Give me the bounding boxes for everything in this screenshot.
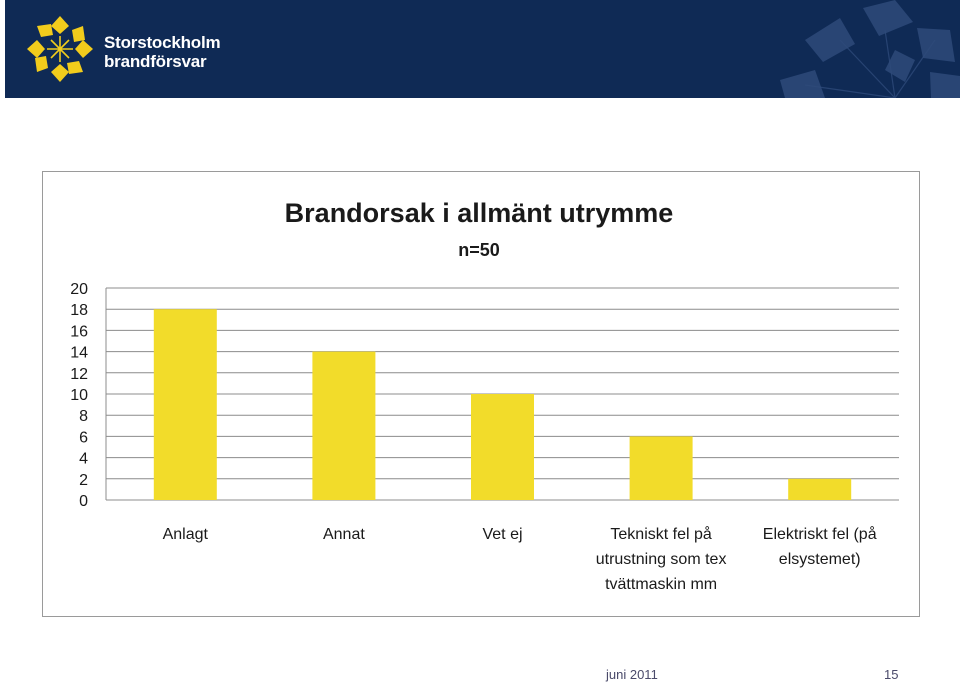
logo-wordmark: Storstockholm brandförsvar <box>104 33 221 71</box>
y-tick-label: 4 <box>79 451 88 468</box>
y-tick-label: 10 <box>70 387 88 404</box>
y-tick-label: 0 <box>79 493 88 510</box>
chart-subtitle: n=50 <box>458 240 500 260</box>
chart-title: Brandorsak i allmänt utrymme <box>285 198 674 228</box>
x-tick-label: Annat <box>323 526 365 543</box>
decorative-star-watermark <box>780 0 960 98</box>
y-tick-label: 8 <box>79 408 88 425</box>
bar <box>471 394 534 500</box>
x-tick-label: Elektriskt fel (på elsystemet) <box>763 525 877 568</box>
bar <box>788 478 852 500</box>
bar-chart: Brandorsak i allmänt utrymme n=50 0 2 4 6 8 1… <box>70 198 899 593</box>
y-tick-label: 2 <box>79 472 88 489</box>
x-tick-label: Vet ej <box>482 526 522 543</box>
star-logo-icon <box>27 16 93 82</box>
logo-line-2: brandförsvar <box>104 52 207 71</box>
y-tick-label: 18 <box>70 302 88 319</box>
logo-line-1: Storstockholm <box>104 33 221 52</box>
y-tick-label: 16 <box>70 323 88 340</box>
x-tick-label: Tekniskt fel på utrustning som tex tvättma… <box>596 525 727 593</box>
x-tick-label: Anlagt <box>163 526 209 543</box>
y-tick-label: 20 <box>70 281 88 298</box>
footer-date: juni 2011 <box>606 667 658 682</box>
chart-panel: Brandorsak i allmänt utrymme n=50 0 2 4 6 8 1… <box>42 171 920 617</box>
bar <box>153 309 217 500</box>
y-tick-label: 6 <box>79 429 88 446</box>
bar <box>629 436 693 500</box>
y-tick-label: 12 <box>70 366 88 383</box>
header-banner: Storstockholm brandförsvar <box>5 0 960 98</box>
bar <box>312 351 376 500</box>
page-number: 15 <box>884 667 899 682</box>
y-tick-label: 14 <box>70 345 88 362</box>
